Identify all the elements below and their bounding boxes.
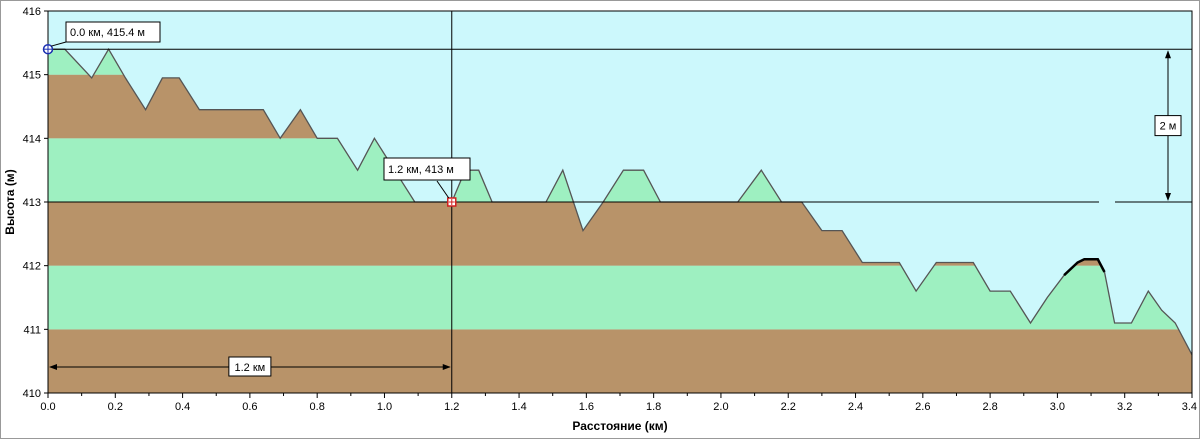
y-axis-title: Высота (м) [3, 169, 17, 234]
y-tick-label: 411 [23, 324, 41, 336]
profile-highlight-segment [1063, 258, 1106, 277]
point-callouts: 0.0 км, 415.4 м 1.2 км, 413 м [42, 21, 471, 207]
height-label-box [1154, 115, 1182, 137]
x-tick-label: 0.2 [108, 401, 123, 413]
x-tick-label: 1.4 [511, 401, 526, 413]
x-tick-label: 2.4 [848, 401, 863, 413]
x-tick-label: 3.2 [1117, 401, 1132, 413]
height-arrow-head-top [1165, 50, 1171, 59]
selected-callout-leader [436, 180, 450, 199]
y-tick-label: 416 [23, 6, 41, 18]
elevation-band-410-411 [48, 329, 1192, 393]
x-tick-label: 2.6 [915, 401, 930, 413]
y-tick-label: 415 [23, 70, 41, 82]
x-tick-label: 2.0 [713, 401, 728, 413]
x-tick-label: 0.4 [175, 401, 190, 413]
x-tick-label: 0.0 [40, 401, 55, 413]
x-tick-label: 3.0 [1050, 401, 1065, 413]
x-tick-label: 2.8 [982, 401, 997, 413]
height-diff-label: 2 м [1160, 121, 1177, 133]
x-tick-label: 1.2 [444, 401, 459, 413]
x-tick-label: 3.4 [1182, 401, 1197, 413]
start-callout-box [65, 21, 161, 43]
start-callout-leader [50, 41, 67, 47]
selected-callout-box [383, 157, 471, 181]
y-tick-label: 413 [23, 197, 41, 209]
distance-label-box [228, 356, 272, 377]
x-tick-label: 1.6 [579, 401, 594, 413]
x-tick-label: 2.2 [781, 401, 796, 413]
distance-arrow-head-right [442, 364, 451, 370]
measurement-annotations: 1.2 км 2 м [49, 50, 1182, 377]
x-tick-label: 0.8 [310, 401, 325, 413]
height-arrow-head-bottom [1165, 193, 1171, 201]
y-tick-label: 410 [23, 388, 41, 400]
distance-arrow-head-left [49, 364, 57, 370]
x-axis-title: Расстояние (км) [572, 419, 667, 433]
selected-callout-label: 1.2 км, 413 м [388, 164, 454, 176]
x-tick-label: 1.8 [646, 401, 661, 413]
start-callout-label: 0.0 км, 415.4 м [70, 27, 145, 39]
y-tick-label: 412 [23, 261, 41, 273]
x-tick-label: 1.0 [377, 401, 392, 413]
x-tick-label: 0.6 [242, 401, 257, 413]
y-tick-label: 414 [23, 133, 41, 145]
distance-label: 1.2 км [235, 362, 266, 374]
